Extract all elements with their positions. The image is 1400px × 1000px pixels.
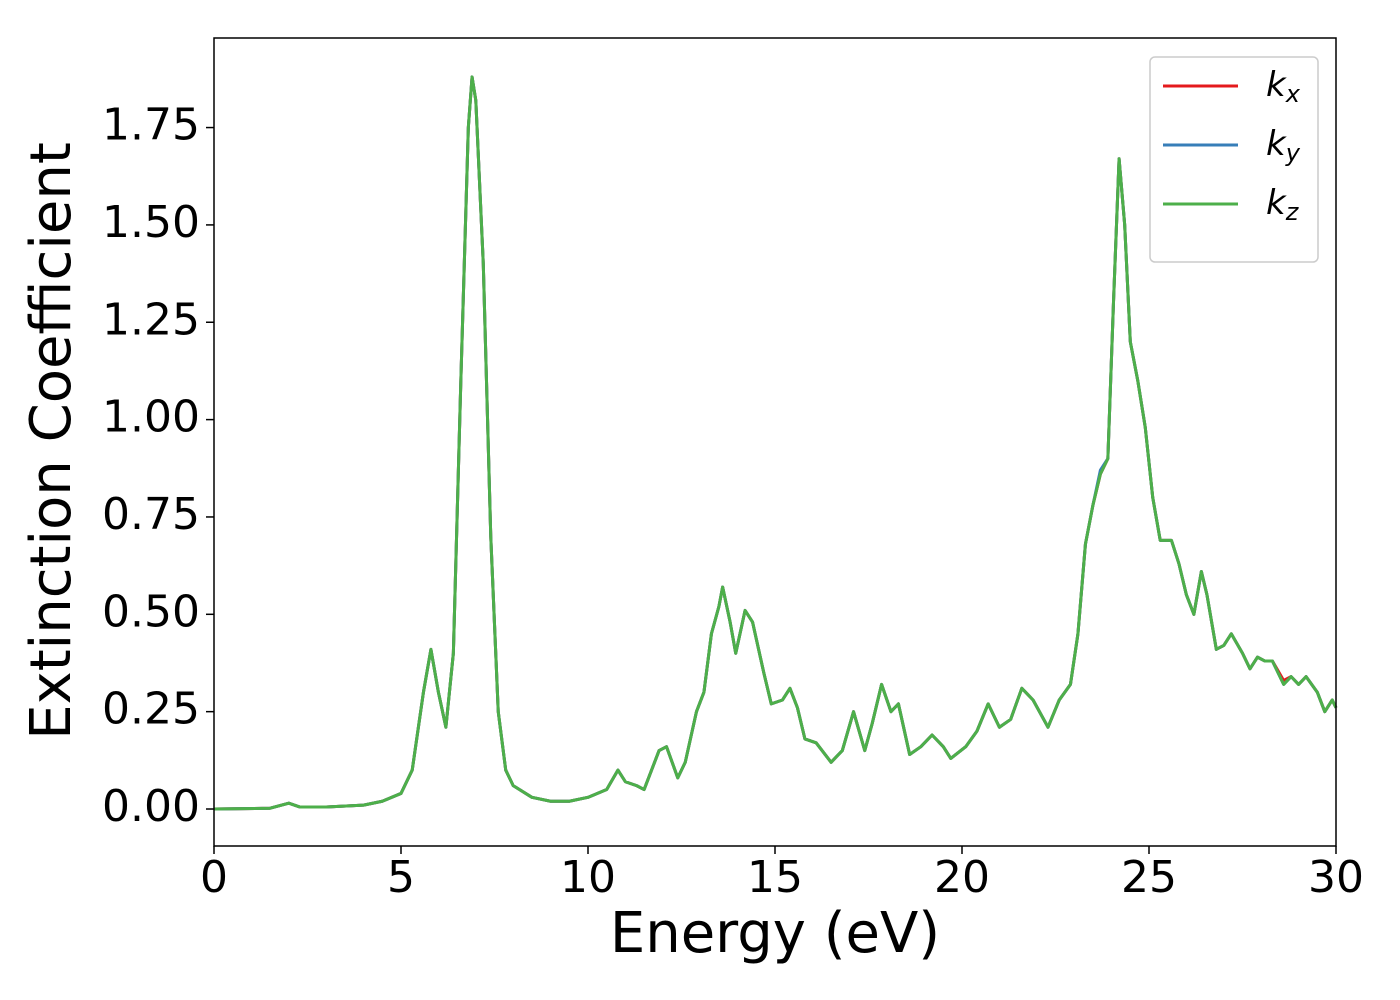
legend-label: kz — [1266, 183, 1300, 227]
x-tick-label: 0 — [200, 852, 228, 903]
x-tick-label: 20 — [934, 852, 990, 903]
legend-label: ky — [1266, 124, 1301, 168]
legend-box — [1149, 56, 1319, 263]
y-tick-label: 1.75 — [102, 100, 200, 151]
x-axis-label: Energy (eV) — [610, 901, 940, 966]
y-tick-label: 0.75 — [102, 489, 200, 540]
x-tick-label: 30 — [1308, 852, 1364, 903]
y-tick-label: 1.50 — [102, 197, 200, 248]
x-tick-label: 10 — [560, 852, 616, 903]
legend-label: kx — [1266, 65, 1301, 109]
plot-frame — [213, 37, 1337, 847]
data-line — [213, 75, 1338, 811]
y-tick-label: 0.50 — [102, 586, 200, 637]
x-tick-label: 15 — [747, 852, 803, 903]
y-tick-label: 0.25 — [102, 684, 200, 735]
y-tick-label: 0.00 — [102, 781, 200, 832]
y-tick-label: 1.25 — [102, 294, 200, 345]
x-tick-label: 25 — [1121, 852, 1177, 903]
x-tick-label: 5 — [387, 852, 415, 903]
y-tick-label: 1.00 — [102, 392, 200, 443]
y-axis-label: Extinction Coefficient — [19, 142, 84, 740]
